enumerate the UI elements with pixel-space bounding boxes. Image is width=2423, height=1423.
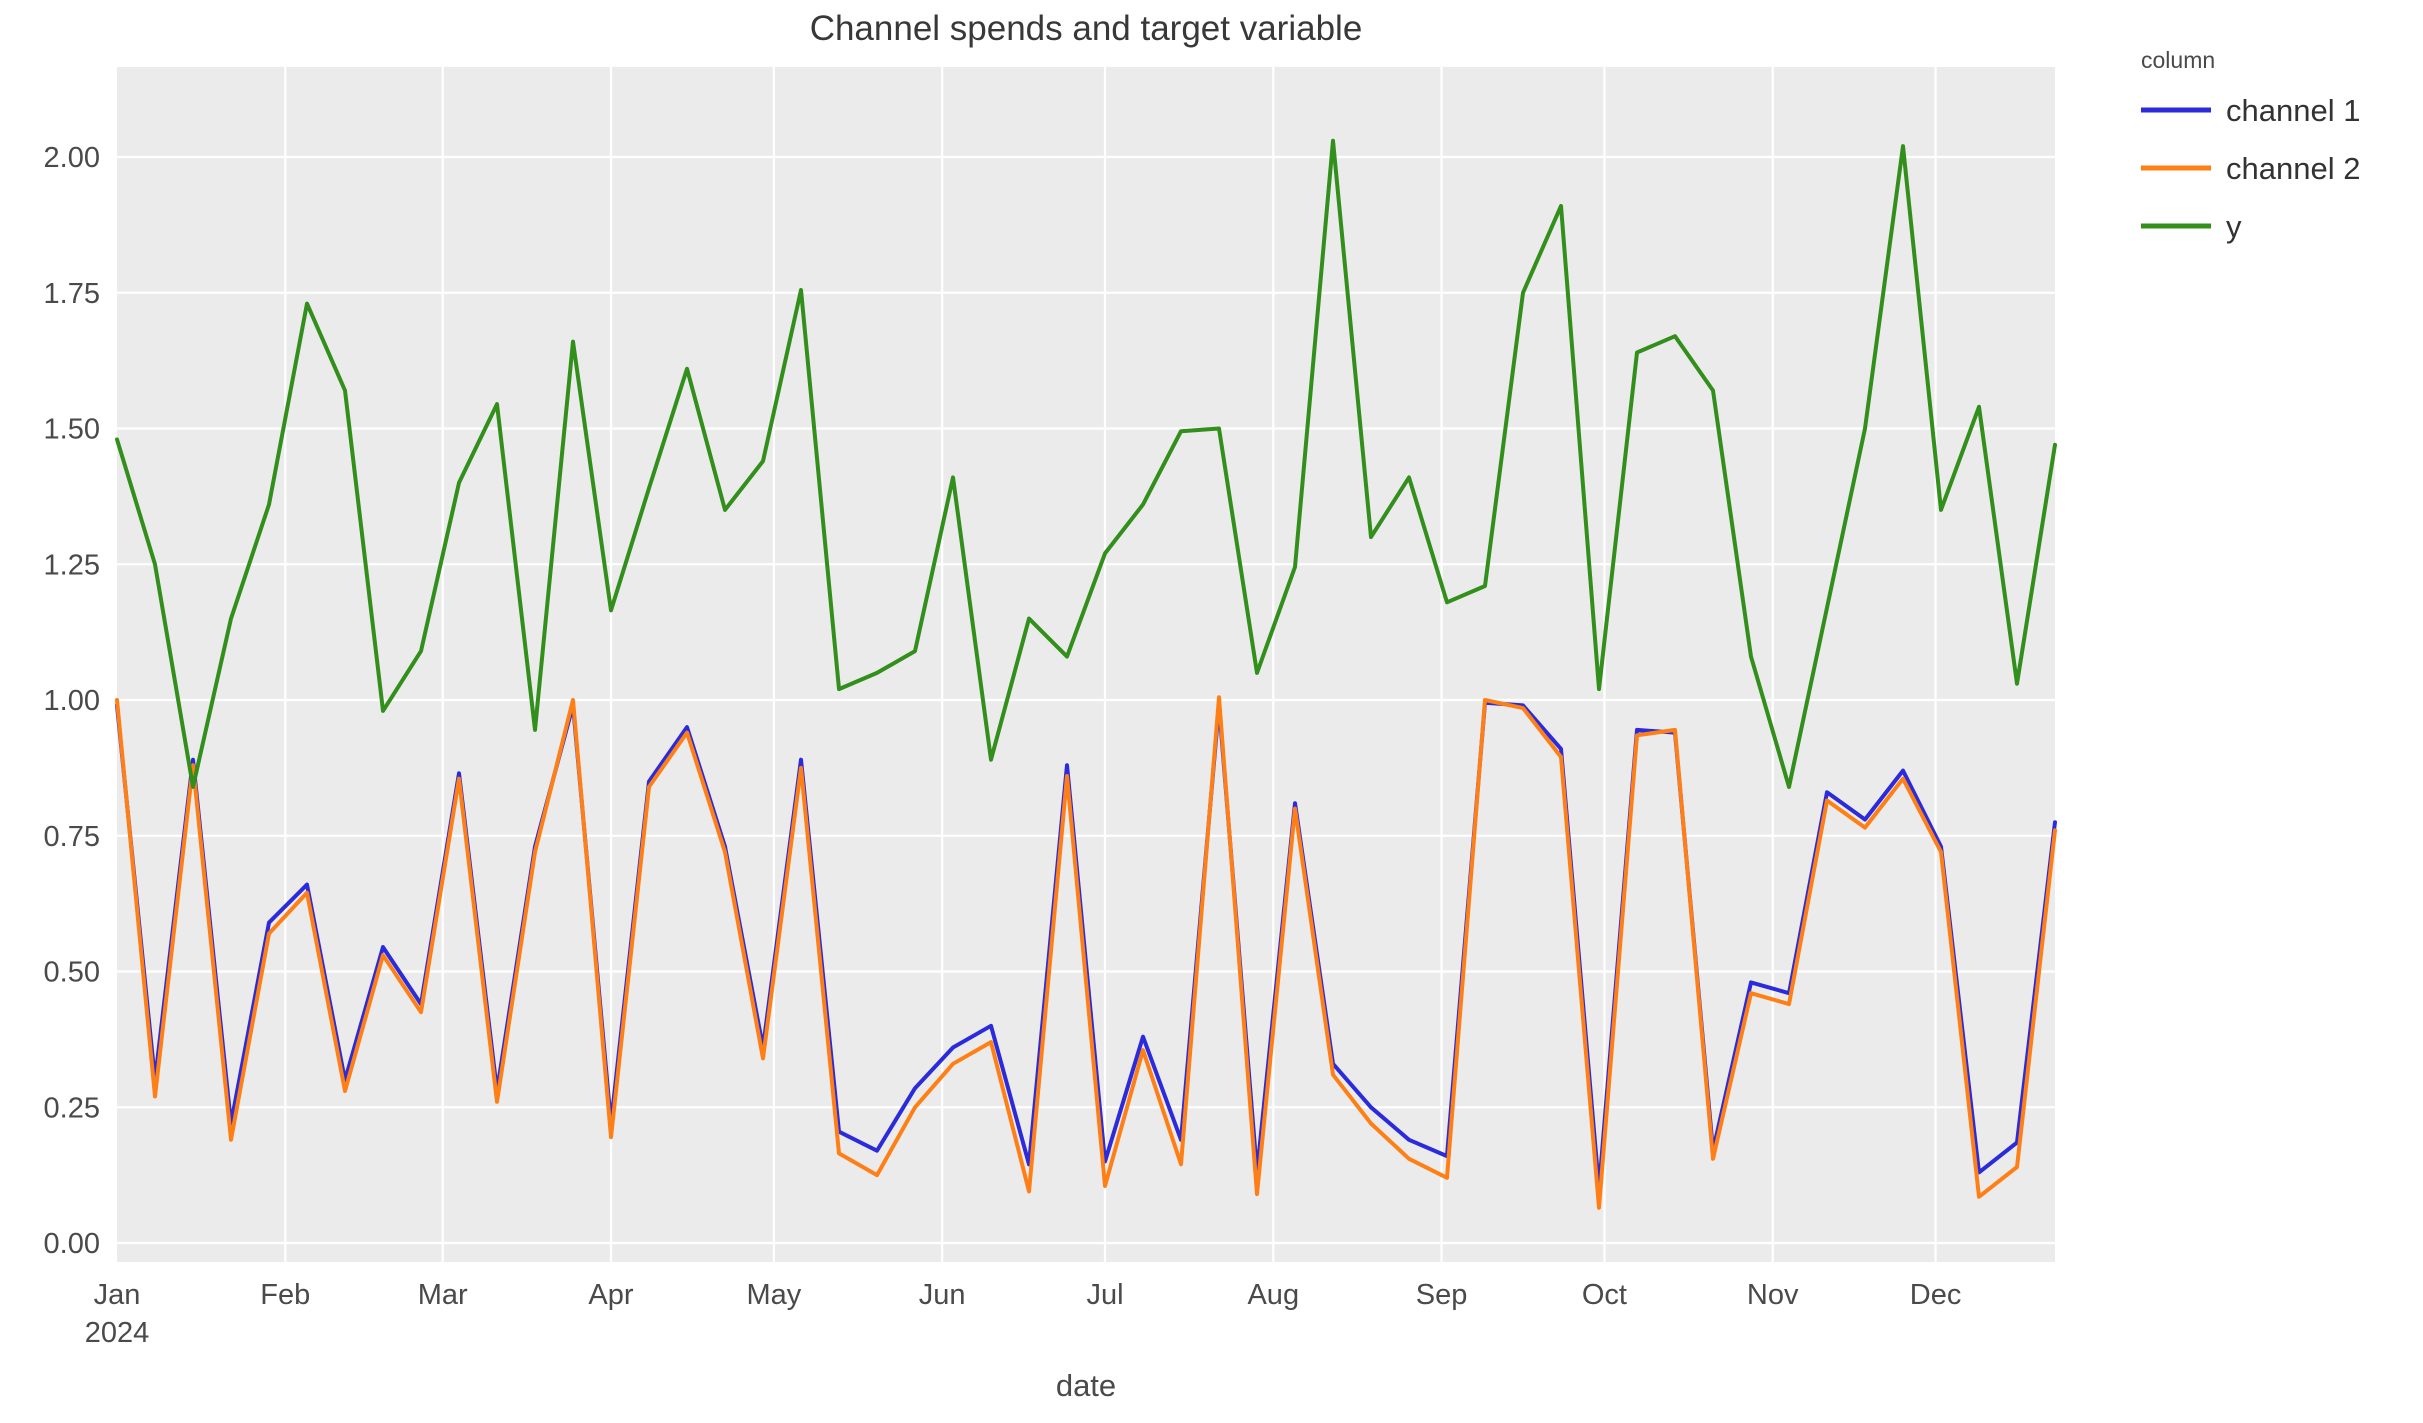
x-axis-label: date [1056,1368,1116,1403]
legend-item-y[interactable]: y [2141,209,2242,244]
series-line-channel-2 [115,695,2057,1210]
plot-area [117,67,2055,1262]
x-tick-label: Mar [418,1279,468,1311]
x-tick-label: Sep [1416,1279,1468,1311]
series-line-y [115,138,2057,789]
y-tick-label: 2.00 [44,142,100,174]
y-tick-label: 0.75 [44,821,100,853]
y-tick-label: 1.25 [44,549,100,581]
legend-label: channel 1 [2226,93,2360,128]
legend-item-channel-1[interactable]: channel 1 [2141,93,2360,128]
y-tick-label: 1.50 [44,414,100,446]
y-tick-label: 1.00 [44,685,100,717]
x-tick-label: May [746,1279,801,1311]
x-gridlines [284,67,1937,1262]
chart-title: Channel spends and target variable [810,9,1363,48]
x-tick-label: Oct [1582,1279,1627,1311]
legend-label: y [2226,209,2242,244]
y-tick-label: 1.75 [44,278,100,310]
y-tick-label: 0.25 [44,1092,100,1124]
legend-title: column [2141,47,2215,73]
x-tick-labels: Jan 2024 Feb Mar Apr May Jun Jul Aug Sep Oct Nov Dec [85,1279,1962,1349]
x-tick-label: Jul [1086,1279,1123,1311]
x-tick-label: Jan [94,1279,141,1311]
series-lines [115,138,2057,1210]
x-tick-label: Dec [1910,1279,1962,1311]
x-tick-sublabel: 2024 [85,1317,150,1349]
legend: column channel 1 channel 2 y [2141,47,2360,244]
x-tick-label: Apr [588,1279,633,1311]
y-tick-label: 0.00 [44,1228,100,1260]
legend-item-channel-2[interactable]: channel 2 [2141,151,2360,186]
x-tick-label: Aug [1247,1279,1299,1311]
x-tick-label: Nov [1747,1279,1799,1311]
y-tick-labels: 0.00 0.25 0.50 0.75 1.00 1.25 1.50 1.75 2.00 [44,142,100,1260]
x-tick-label: Jun [919,1279,966,1311]
x-tick-label: Feb [260,1279,310,1311]
y-tick-label: 0.50 [44,957,100,989]
legend-label: channel 2 [2226,151,2360,186]
